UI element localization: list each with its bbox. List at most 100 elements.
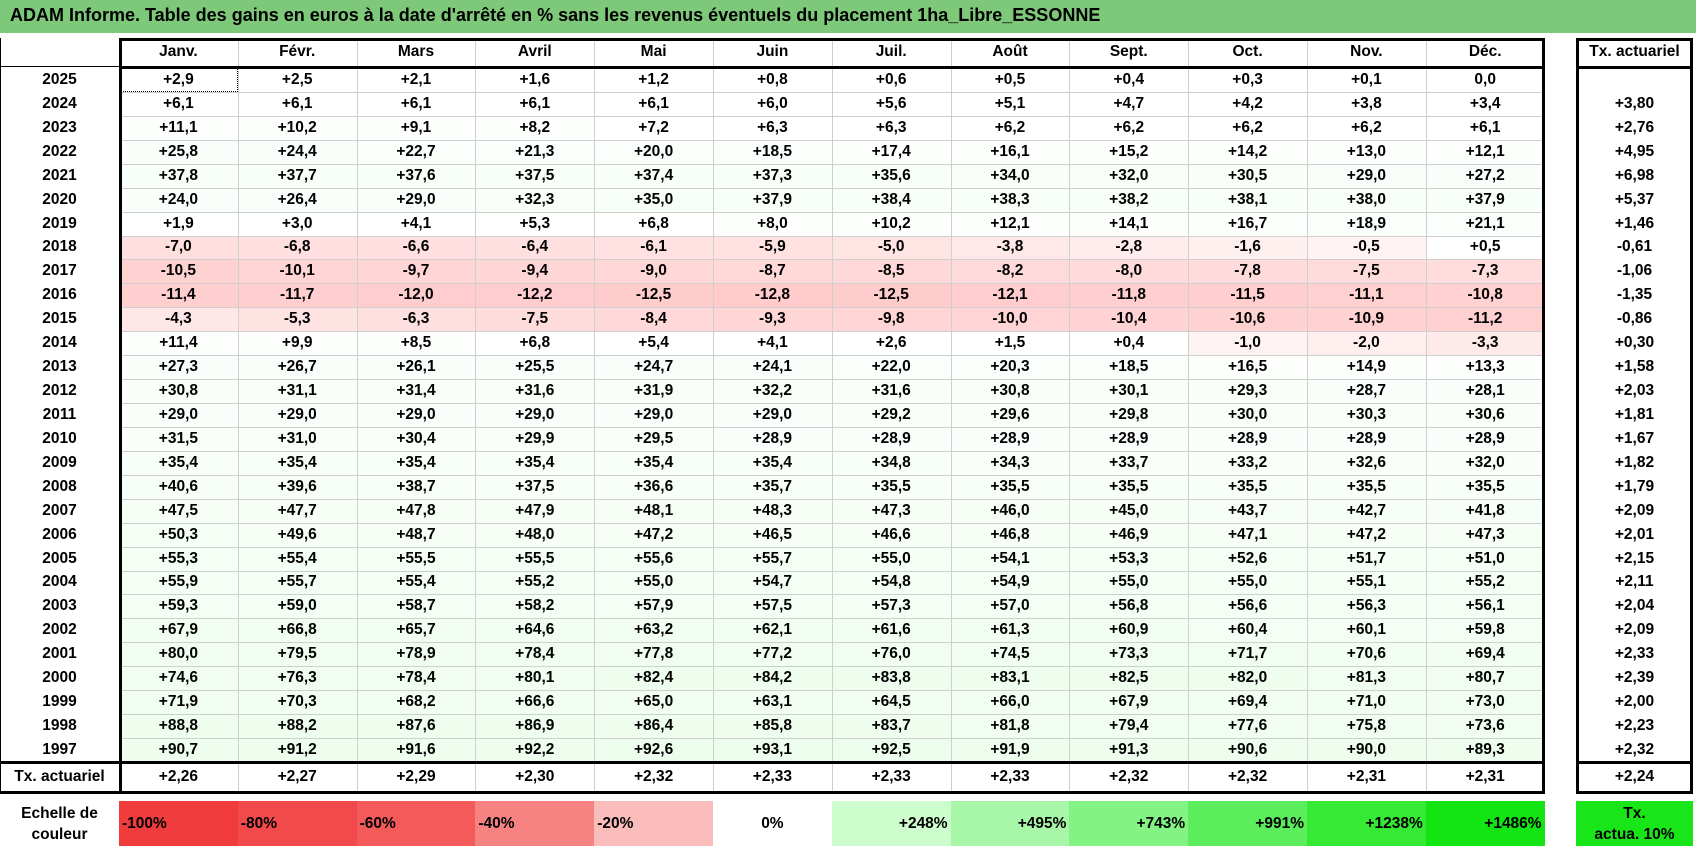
- table-cell: -7,5: [1307, 259, 1426, 284]
- table-cell: +28,9: [831, 426, 951, 451]
- table-cell: +16,1: [950, 139, 1070, 164]
- table-cell: +27,2: [1425, 163, 1545, 188]
- table-cell: +59,8: [1425, 618, 1545, 643]
- table-cell: +30,1: [1069, 379, 1189, 403]
- table-cell: +60,1: [1307, 618, 1426, 643]
- table-cell: +62,1: [713, 618, 832, 643]
- table-cell: +0,8: [713, 68, 832, 92]
- table-cell: +6,3: [713, 115, 832, 140]
- table-cell: +29,0: [713, 403, 832, 427]
- table-cell: +27,3: [119, 355, 238, 380]
- table-cell: +31,1: [237, 379, 357, 403]
- table-cell: +28,7: [1307, 379, 1426, 403]
- table-cell: +74,6: [119, 666, 238, 691]
- table-cell: +51,7: [1307, 546, 1426, 571]
- year-label: 2004: [42, 573, 77, 591]
- table-cell: -10,0: [950, 307, 1070, 332]
- table-border: [0, 38, 1, 791]
- table-cell: +28,9: [1188, 426, 1307, 451]
- table-cell: +31,5: [119, 426, 238, 451]
- table-border: [0, 66, 119, 67]
- table-cell: +6,2: [1188, 115, 1307, 140]
- table-cell: +55,0: [1069, 570, 1189, 595]
- table-cell: +71,0: [1307, 690, 1426, 715]
- table-cell: -9,8: [831, 307, 951, 332]
- table-cell: +66,8: [237, 618, 357, 643]
- table-cell: +16,5: [1188, 355, 1307, 380]
- table-cell: +38,7: [356, 474, 476, 499]
- row-rate: -0,86: [1616, 310, 1653, 328]
- table-cell: +73,6: [1425, 714, 1545, 739]
- table-cell: +33,2: [1188, 450, 1307, 475]
- table-cell: +38,0: [1307, 187, 1426, 212]
- table-cell: +26,4: [237, 187, 357, 212]
- table-cell: +76,3: [237, 666, 357, 691]
- table-cell: +57,0: [950, 594, 1070, 619]
- row-rate: +2,00: [1614, 693, 1655, 711]
- rate-border: [1576, 38, 1693, 41]
- table-cell: +37,9: [713, 187, 832, 212]
- table-cell: +80,7: [1425, 666, 1545, 691]
- table-cell: +76,0: [831, 642, 951, 667]
- table-cell: +55,0: [831, 546, 951, 571]
- row-rate: -1,06: [1616, 262, 1653, 280]
- table-cell: +38,4: [831, 187, 951, 212]
- table-cell: +4,2: [1188, 91, 1307, 116]
- table-cell: -11,1: [1307, 283, 1426, 308]
- grid-line: [475, 38, 477, 791]
- table-cell: +35,6: [831, 163, 951, 188]
- table-cell: +20,3: [950, 355, 1070, 380]
- table-cell: +66,6: [475, 690, 595, 715]
- table-cell: -6,3: [356, 307, 476, 332]
- year-label: 2001: [42, 645, 77, 663]
- table-cell: +71,7: [1188, 642, 1307, 667]
- table-cell: +56,3: [1307, 594, 1426, 619]
- table-cell: +0,3: [1188, 68, 1307, 92]
- table-cell: +70,3: [237, 690, 357, 715]
- table-cell: +29,2: [831, 403, 951, 427]
- selected-cell[interactable]: [119, 68, 238, 92]
- table-cell: -2,0: [1307, 331, 1426, 356]
- table-cell: +1,5: [950, 331, 1070, 356]
- table-cell: +37,4: [594, 163, 713, 188]
- row-rate: +1,82: [1614, 453, 1655, 471]
- table-cell: +81,3: [1307, 666, 1426, 691]
- row-rate: +4,95: [1614, 142, 1655, 160]
- year-label: 2025: [42, 70, 77, 88]
- table-cell: +8,2: [475, 115, 595, 140]
- table-cell: +6,2: [1307, 115, 1426, 140]
- table-cell: +61,3: [950, 618, 1070, 643]
- table-cell: +38,3: [950, 187, 1070, 212]
- table-cell: +89,3: [1425, 738, 1545, 762]
- table-cell: +64,5: [831, 690, 951, 715]
- table-cell: +82,5: [1069, 666, 1189, 691]
- table-cell: +35,4: [475, 450, 595, 475]
- table-cell: +47,3: [831, 498, 951, 523]
- table-cell: +2,6: [831, 331, 951, 356]
- table-cell: +14,9: [1307, 355, 1426, 380]
- table-cell: +5,1: [950, 91, 1070, 116]
- row-rate: +1,79: [1614, 477, 1655, 495]
- table-cell: -7,5: [475, 307, 595, 332]
- table-cell: +48,7: [356, 522, 476, 547]
- table-cell: +84,2: [713, 666, 832, 691]
- table-cell: +93,1: [713, 738, 832, 762]
- row-rate: +2,09: [1614, 621, 1655, 639]
- table-cell: +29,3: [1188, 379, 1307, 403]
- table-cell: +77,2: [713, 642, 832, 667]
- table-cell: +20,0: [594, 139, 713, 164]
- year-label: 2006: [42, 525, 77, 543]
- table-cell: -11,5: [1188, 283, 1307, 308]
- table-cell: +6,2: [1069, 115, 1189, 140]
- table-cell: +83,7: [831, 714, 951, 739]
- scale-label: Echelle de couleur: [0, 801, 119, 846]
- month-header: Oct.: [1232, 43, 1263, 60]
- table-cell: +55,0: [1188, 570, 1307, 595]
- row-rate: +0,30: [1614, 334, 1655, 352]
- table-cell: +10,2: [237, 115, 357, 140]
- table-cell: +24,1: [713, 355, 832, 380]
- table-cell: +48,0: [475, 522, 595, 547]
- table-cell: -10,1: [237, 259, 357, 284]
- table-cell: +74,5: [950, 642, 1070, 667]
